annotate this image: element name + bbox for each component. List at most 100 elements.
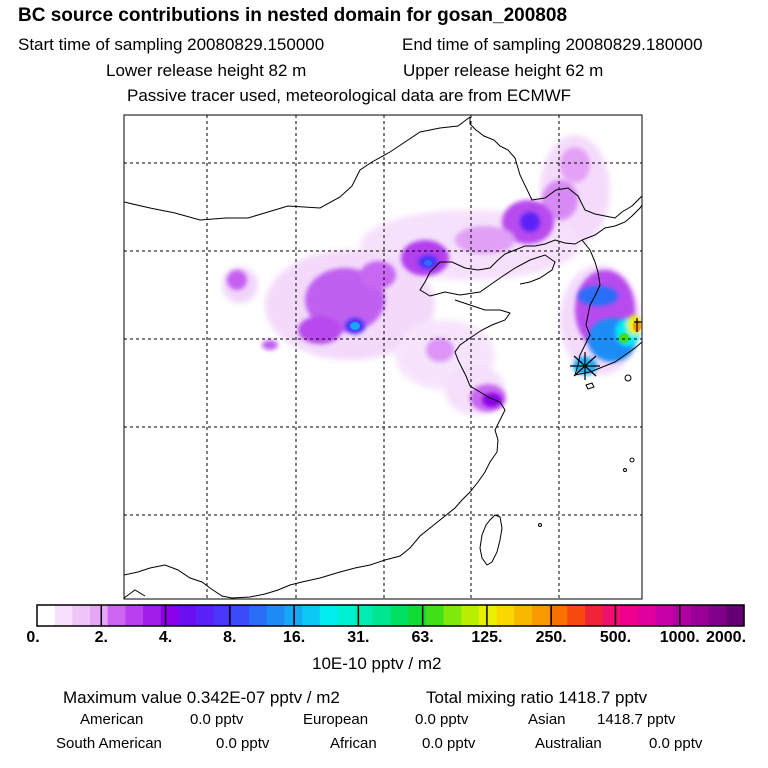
korea-south-coast <box>574 341 642 376</box>
colorbar-tick-label: 8. <box>223 629 237 646</box>
american-value: 0.0 pptv <box>190 711 244 728</box>
start-time-text: Start time of sampling 20080829.150000 <box>18 35 325 54</box>
asian-value: 1418.7 pptv <box>597 711 676 728</box>
colorbar-cell <box>443 605 462 626</box>
colorbar-cell <box>213 605 233 626</box>
colorbar-cell <box>637 605 657 626</box>
plume-northeast-2 <box>542 180 578 220</box>
jeju-island <box>585 382 595 390</box>
south-american-label: South American <box>56 735 162 752</box>
colorbar-cell <box>372 605 392 626</box>
colorbar-cell <box>266 605 286 626</box>
african-value: 0.0 pptv <box>422 735 476 752</box>
colorbar-cell <box>143 605 162 626</box>
colorbar-tick-label: 0. <box>26 629 40 646</box>
colorbar-cell <box>602 605 621 626</box>
highlight-korea-green <box>619 333 629 343</box>
plume-northeast-1 <box>560 147 590 183</box>
china-russia-border <box>469 117 642 219</box>
colorbar-tick-label: 125. <box>471 629 503 646</box>
colorbar-cell <box>90 605 109 626</box>
korea-west-coast <box>574 239 601 376</box>
colorbar-cell <box>478 605 498 626</box>
colorbar-tick-label: 4. <box>158 629 173 646</box>
colorbar-cell <box>107 605 126 626</box>
mongolia-border <box>124 116 471 221</box>
colorbar-tick-label: 31. <box>347 629 370 646</box>
korea-east-coast <box>581 204 642 241</box>
european-label: European <box>303 711 369 728</box>
small-island-2 <box>623 468 627 472</box>
end-time-text: End time of sampling 20080829.180000 <box>402 35 703 54</box>
liaodong-coast <box>504 239 583 255</box>
map-frame <box>123 114 643 600</box>
total-mixing-text: Total mixing ratio 1418.7 pptv <box>426 688 648 707</box>
african-label: African <box>330 735 377 752</box>
colorbar-cells <box>37 605 745 626</box>
colorbar-cell <box>355 605 374 626</box>
colorbar-cell <box>620 605 639 626</box>
bohai-coast <box>419 253 556 297</box>
plume-west-2 <box>262 340 278 350</box>
colorbar-cell <box>690 605 710 626</box>
colorbar-tick-label: 16. <box>282 629 306 646</box>
colorbar-cell <box>249 605 268 626</box>
colorbar-cell <box>196 605 215 626</box>
hainan-strait <box>124 589 146 599</box>
colorbar-unit: 10E-10 pptv / m2 <box>312 654 442 673</box>
colorbar-tick-label: 250. <box>535 629 567 646</box>
colorbar-cell <box>231 605 250 626</box>
small-island-1 <box>629 457 635 463</box>
colorbar-cell <box>72 605 91 626</box>
small-island-3 <box>538 523 542 527</box>
colorbar-cell <box>673 605 692 626</box>
east-china-coast <box>231 385 506 599</box>
colorbar-cell <box>584 605 604 626</box>
colorbar-tick-label: 500. <box>599 629 632 646</box>
south-border <box>124 564 233 599</box>
colorbar-cell <box>461 605 480 626</box>
australian-value: 0.0 pptv <box>649 735 703 752</box>
core-liaoning <box>520 212 540 232</box>
colorbar-tick-label: 2000. <box>705 629 747 646</box>
shandong-coast <box>454 299 511 387</box>
plume-central <box>426 338 454 362</box>
highlight-beijing <box>424 260 432 266</box>
plume-hebei <box>455 226 515 254</box>
highlight-shanxi <box>350 322 360 330</box>
lower-height-text: Lower release height 82 m <box>106 61 307 80</box>
receptor-marker-2 <box>634 318 642 332</box>
page-title: BC source contributions in nested domain… <box>18 5 568 26</box>
colorbar-cell <box>390 605 409 626</box>
tracer-note-text: Passive tracer used, meteorological data… <box>127 86 572 105</box>
colorbar-cell <box>708 605 727 626</box>
colorbar-cell <box>726 605 745 626</box>
colorbar-cell <box>160 605 180 626</box>
colorbar-cell <box>178 605 197 626</box>
graticule <box>124 115 642 599</box>
australian-label: Australian <box>535 735 602 752</box>
receptor-marker <box>570 352 600 380</box>
colorbar-cell <box>37 605 56 626</box>
colorbar-tick-label: 1000. <box>659 629 700 646</box>
concentration-field <box>222 135 641 415</box>
colorbar-cell <box>125 605 144 626</box>
colorbar-cell <box>496 605 515 626</box>
taiwan <box>479 514 503 566</box>
max-value-text: Maximum value 0.342E-07 pptv / m2 <box>63 688 340 707</box>
colorbar-cell <box>54 605 73 626</box>
colorbar-cell <box>655 605 674 626</box>
south-american-value: 0.0 pptv <box>216 735 270 752</box>
colorbar-cell <box>302 605 321 626</box>
colorbar-cell <box>531 605 551 626</box>
upper-height-text: Upper release height 62 m <box>403 61 604 80</box>
colorbar-cell <box>514 605 533 626</box>
plume-west <box>227 270 247 290</box>
colorbar-cell <box>567 605 586 626</box>
small-island-4 <box>624 374 632 382</box>
plume-shanxi-2 <box>360 261 396 289</box>
european-value: 0.0 pptv <box>415 711 469 728</box>
colorbar-cell <box>408 605 427 626</box>
